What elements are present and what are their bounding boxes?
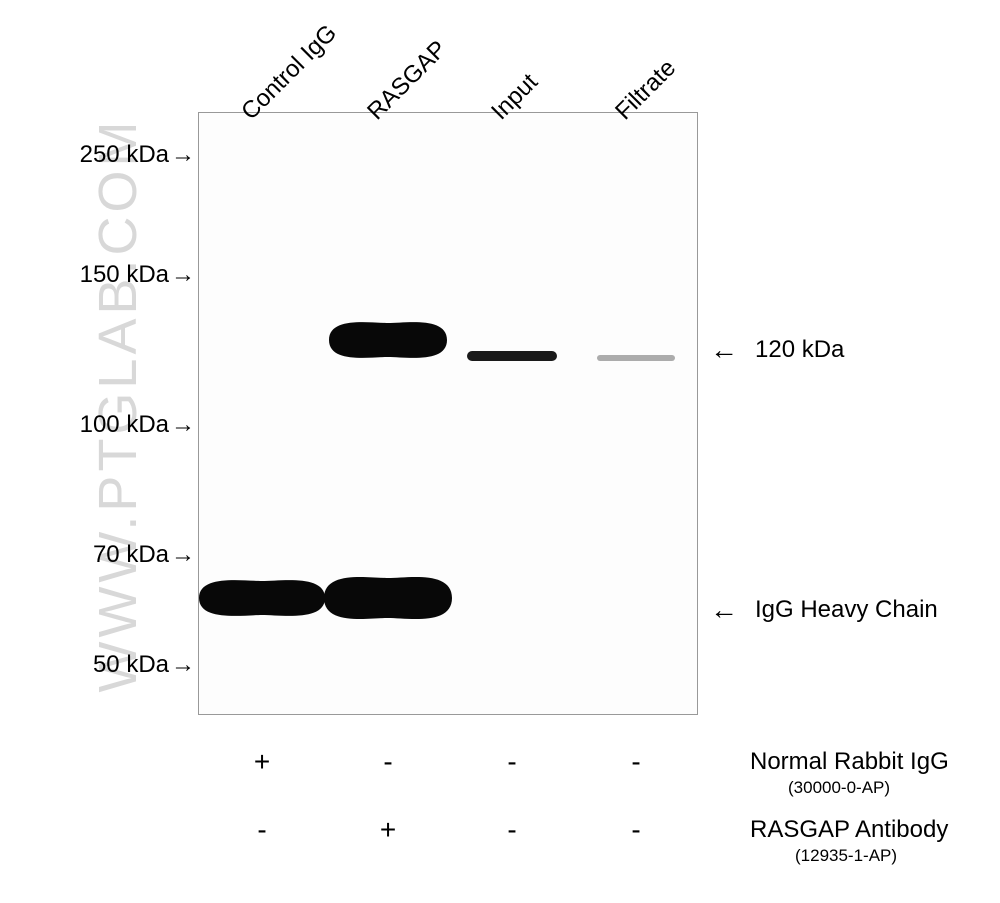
arrow-right-icon: → bbox=[171, 651, 195, 679]
condition-cell: - bbox=[492, 814, 532, 846]
condition-cell: - bbox=[492, 746, 532, 778]
band bbox=[199, 580, 325, 616]
mw-marker: 150 kDa→ bbox=[80, 261, 195, 289]
mw-text: 50 kDa bbox=[93, 651, 169, 678]
condition-cell: + bbox=[242, 746, 282, 778]
condition-cell: - bbox=[616, 746, 656, 778]
condition-cell: + bbox=[368, 814, 408, 846]
band bbox=[467, 351, 557, 361]
arrow-left-icon: ← bbox=[710, 334, 738, 366]
condition-row-label: Normal Rabbit IgG bbox=[750, 748, 949, 776]
condition-row-label: RASGAP Antibody bbox=[750, 816, 948, 844]
band-annotation: IgG Heavy Chain bbox=[755, 596, 938, 624]
mw-text: 250 kDa bbox=[80, 141, 169, 168]
condition-row-sublabel: (30000-0-AP) bbox=[788, 778, 890, 798]
mw-marker: 50 kDa→ bbox=[93, 651, 195, 679]
mw-text: 70 kDa bbox=[93, 541, 169, 568]
condition-cell: - bbox=[616, 814, 656, 846]
arrow-left-icon: ← bbox=[710, 594, 738, 626]
band bbox=[597, 355, 675, 361]
arrow-right-icon: → bbox=[171, 411, 195, 439]
mw-text: 150 kDa bbox=[80, 261, 169, 288]
arrow-right-icon: → bbox=[171, 261, 195, 289]
arrow-right-icon: → bbox=[171, 141, 195, 169]
mw-marker: 250 kDa→ bbox=[80, 141, 195, 169]
condition-row-sublabel: (12935-1-AP) bbox=[795, 846, 897, 866]
band-annotation: 120 kDa bbox=[755, 336, 844, 364]
condition-cell: - bbox=[368, 746, 408, 778]
mw-text: 100 kDa bbox=[80, 411, 169, 438]
mw-marker: 100 kDa→ bbox=[80, 411, 195, 439]
arrow-right-icon: → bbox=[171, 541, 195, 569]
condition-cell: - bbox=[242, 814, 282, 846]
band bbox=[324, 577, 452, 619]
mw-marker: 70 kDa→ bbox=[93, 541, 195, 569]
band bbox=[329, 322, 447, 358]
western-blot-figure: WWW.PTGLAB.COM Control IgGRASGAPInputFil… bbox=[0, 0, 1000, 903]
